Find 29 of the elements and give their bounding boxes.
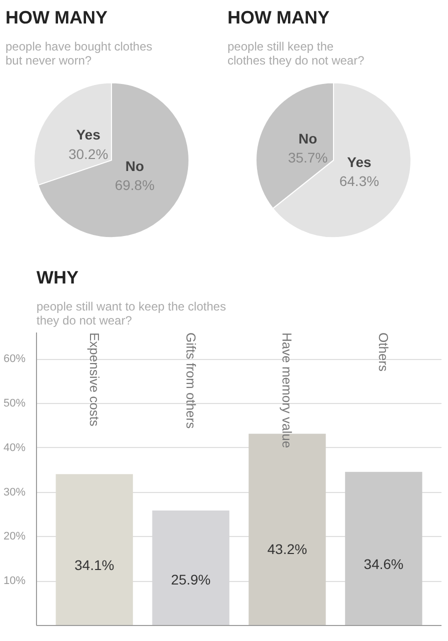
y-tick-label: 40% bbox=[3, 442, 26, 454]
y-tick-label: 60% bbox=[3, 353, 26, 366]
data-label: 69.8% bbox=[114, 176, 155, 193]
x-tick-label: Others bbox=[376, 332, 392, 372]
y-tick-label: 20% bbox=[3, 530, 26, 543]
x-tick-label: Expensive costs bbox=[86, 332, 102, 427]
bar bbox=[345, 472, 422, 626]
data-label: 34.6% bbox=[364, 556, 404, 572]
chart-title: HOW MANY bbox=[228, 8, 330, 28]
x-tick-label: Gifts from others bbox=[183, 332, 198, 430]
slice-label: No bbox=[125, 158, 144, 174]
y-tick-label: 10% bbox=[3, 575, 26, 588]
x-tick-label: Have memory value bbox=[280, 332, 295, 448]
slice-label: Yes bbox=[347, 154, 372, 170]
slice-label: Yes bbox=[76, 126, 101, 143]
data-label: 25.9% bbox=[170, 572, 211, 588]
data-label: 64.3% bbox=[339, 172, 380, 189]
y-tick-label: 30% bbox=[3, 486, 26, 498]
chart-subtitle: people have bought clothes but never worn? bbox=[6, 40, 152, 68]
chart-subtitle: people still want to keep the clothes they do not wear? bbox=[36, 300, 226, 328]
data-label: 43.2% bbox=[267, 540, 308, 557]
chart-subtitle: people still keep the clothes they do not wear? bbox=[228, 40, 365, 68]
chart-title: HOW MANY bbox=[6, 8, 108, 28]
slice-label: No bbox=[298, 130, 318, 147]
data-label: 34.1% bbox=[74, 556, 114, 573]
y-tick-label: 50% bbox=[3, 398, 26, 410]
data-label: 30.2% bbox=[68, 146, 108, 162]
data-label: 35.7% bbox=[288, 150, 328, 166]
chart-title: WHY bbox=[36, 268, 78, 288]
